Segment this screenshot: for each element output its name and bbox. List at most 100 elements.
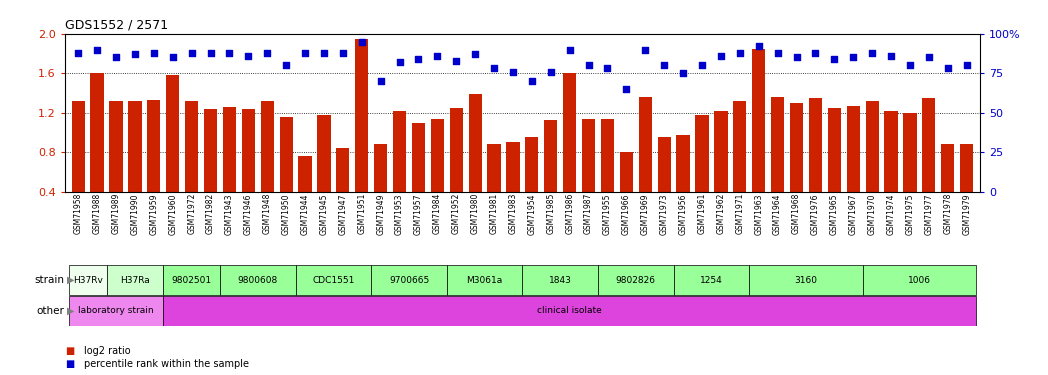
Bar (468, 94, 482, 231)
Point (70, 50, 87, 56)
Bar (790, 103, 803, 231)
Point (524, 78, 541, 84)
Point (485, 66, 502, 72)
Point (391, 59, 408, 65)
Bar (223, 107, 236, 231)
Bar (563, 73, 576, 231)
Point (618, 86, 635, 92)
Text: H37Rv: H37Rv (72, 276, 103, 285)
Bar (355, 39, 368, 231)
Point (240, 53, 257, 59)
Point (788, 54, 805, 60)
Bar (903, 113, 917, 231)
Bar (734, 101, 746, 231)
Text: ▶: ▶ (67, 275, 74, 285)
Text: log2 ratio: log2 ratio (84, 346, 130, 355)
Text: ▶: ▶ (67, 306, 74, 316)
Bar (749, 266, 863, 295)
Bar (299, 156, 311, 231)
Bar (863, 266, 976, 295)
Bar (446, 266, 522, 295)
Point (882, 53, 899, 59)
Text: 1254: 1254 (700, 276, 723, 285)
Point (543, 69, 560, 75)
Bar (752, 48, 765, 231)
Point (656, 62, 673, 68)
Text: GDS1552 / 2571: GDS1552 / 2571 (65, 18, 168, 31)
Bar (828, 108, 840, 231)
Bar (242, 109, 255, 231)
Bar (601, 118, 614, 231)
Bar (107, 266, 163, 295)
Point (920, 54, 937, 60)
Point (221, 50, 238, 56)
Point (675, 70, 692, 76)
Bar (90, 73, 104, 231)
Point (297, 50, 313, 56)
Point (410, 56, 427, 62)
Bar (185, 101, 198, 231)
Bar (847, 106, 859, 231)
Bar (296, 266, 371, 295)
Point (127, 51, 144, 57)
Text: 3160: 3160 (794, 276, 817, 285)
Bar (674, 266, 749, 295)
Point (165, 54, 181, 60)
Text: 1843: 1843 (549, 276, 571, 285)
Bar (715, 111, 727, 231)
Text: H37Ra: H37Ra (121, 276, 150, 285)
Bar (336, 148, 349, 231)
Bar (318, 115, 330, 231)
Bar (128, 101, 141, 231)
Text: percentile rank within the sample: percentile rank within the sample (84, 359, 248, 369)
Point (713, 53, 729, 59)
Text: 9802826: 9802826 (616, 276, 656, 285)
Point (826, 56, 843, 62)
Bar (638, 97, 652, 231)
Point (750, 44, 767, 50)
Point (939, 66, 956, 72)
Bar (371, 266, 446, 295)
Text: 9802501: 9802501 (172, 276, 212, 285)
Bar (696, 115, 708, 231)
Bar (69, 266, 107, 295)
Point (334, 50, 351, 56)
Bar (922, 98, 936, 231)
Bar (525, 137, 539, 231)
Bar (771, 97, 784, 231)
Text: ■: ■ (65, 346, 74, 355)
Point (183, 50, 200, 56)
Bar (412, 123, 425, 231)
Point (504, 69, 521, 75)
Text: CDC1551: CDC1551 (312, 276, 354, 285)
Bar (506, 142, 520, 231)
Bar (522, 266, 598, 295)
Bar (657, 137, 671, 231)
Point (466, 51, 483, 57)
Point (807, 50, 824, 56)
Point (562, 46, 578, 53)
Text: 9800608: 9800608 (238, 276, 278, 285)
Point (732, 50, 748, 56)
Bar (374, 144, 388, 231)
Bar (69, 296, 163, 326)
Text: other: other (36, 306, 64, 316)
Bar (393, 111, 407, 231)
Text: 9700665: 9700665 (389, 276, 429, 285)
Bar (431, 118, 444, 231)
Point (353, 39, 370, 45)
Bar (147, 100, 160, 231)
Bar (677, 135, 690, 231)
Point (447, 58, 464, 64)
Point (845, 54, 861, 60)
Bar (941, 144, 955, 231)
Bar (261, 101, 274, 231)
Point (429, 53, 445, 59)
Bar (619, 152, 633, 231)
Point (108, 54, 125, 60)
Bar (544, 120, 558, 231)
Bar (163, 296, 976, 326)
Bar (109, 101, 123, 231)
Point (694, 62, 711, 68)
Text: strain: strain (34, 275, 64, 285)
